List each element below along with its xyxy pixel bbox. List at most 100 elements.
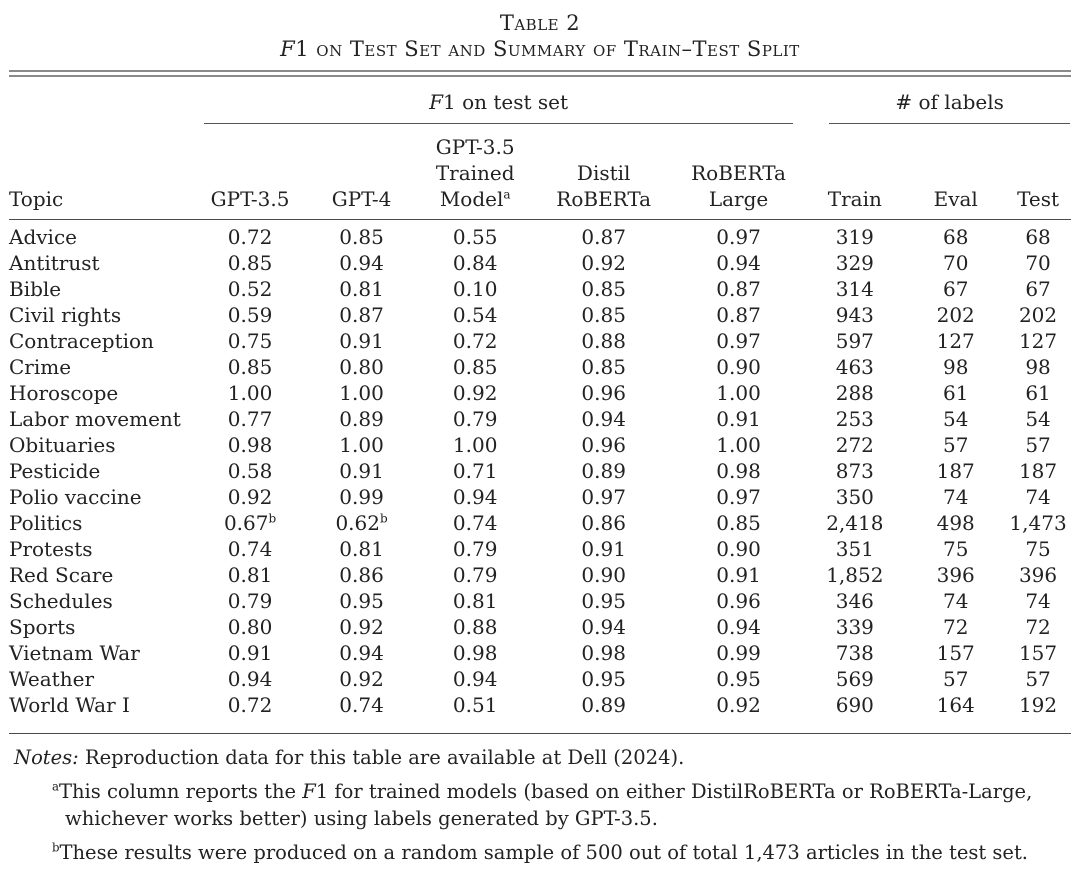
value-cell: 0.98	[452, 641, 498, 665]
topic-cell: Contraception	[9, 329, 154, 353]
value-cell: 0.90	[716, 537, 761, 561]
value-cell: 61	[1025, 381, 1051, 405]
value-cell: 0.89	[581, 459, 626, 483]
value-cell: 70	[942, 251, 969, 275]
value-cell: 0.94	[581, 615, 626, 639]
value-cell: 0.98	[716, 459, 761, 483]
table-row: Horoscope 1.00 1.00 0.92 0.96 1.00 288 61 61	[9, 380, 1071, 406]
value-cell: 0.54	[452, 303, 498, 327]
value-cell: 0.97	[716, 329, 761, 353]
footnote-b-sup: b	[52, 840, 60, 855]
value-cell: 396	[936, 563, 975, 587]
column-header-train: Train	[803, 124, 907, 220]
value-cell: 0.92	[227, 485, 273, 509]
value-cell: 0.88	[581, 329, 626, 353]
value-cell: 0.62b	[335, 511, 388, 535]
value-cell: 0.79	[452, 563, 498, 587]
labels-group-text: # of labels	[829, 90, 1070, 124]
notes-label: Notes:	[14, 746, 79, 769]
value-cell: 187	[1018, 459, 1058, 483]
value-cell: 202	[936, 303, 975, 327]
value-cell: 57	[1025, 667, 1051, 691]
table-row: Protests 0.74 0.81 0.79 0.91 0.90 351 75 75	[9, 536, 1071, 562]
value-cell: 202	[1018, 303, 1058, 327]
value-cell: 0.84	[452, 251, 498, 275]
column-header-eval: Eval	[906, 124, 1006, 220]
topic-cell: Labor movement	[9, 407, 181, 431]
value-cell: 0.87	[581, 225, 626, 249]
topic-cell: Red Scare	[9, 563, 114, 587]
column-header-gpt35: GPT-3.5	[193, 124, 307, 220]
value-cell: 74	[942, 589, 969, 613]
value-cell: 350	[835, 485, 874, 509]
value-cell: 0.85	[581, 355, 626, 379]
subtitle-text: 1 on Test Set and Summary of Train–Test …	[295, 37, 800, 61]
topic-cell: Bible	[9, 277, 62, 301]
value-cell: 0.81	[227, 563, 273, 587]
value-cell: 0.92	[716, 693, 761, 717]
value-cell: 0.85	[227, 355, 273, 379]
value-cell: 74	[1025, 485, 1051, 509]
value-cell: 1,852	[826, 563, 884, 587]
value-cell: 72	[1025, 615, 1051, 639]
table-row: Weather 0.94 0.92 0.94 0.95 0.95 569 57 57	[9, 666, 1071, 692]
value-cell: 463	[835, 355, 874, 379]
value-cell: 0.85	[227, 251, 273, 275]
value-cell: 0.90	[581, 563, 626, 587]
value-cell: 67	[1025, 277, 1051, 301]
spanner-spacer	[9, 90, 194, 124]
table-row: Polio vaccine 0.92 0.99 0.94 0.97 0.97 350 74 74	[9, 484, 1071, 510]
value-cell: 0.81	[452, 589, 498, 613]
value-cell: 0.91	[227, 641, 273, 665]
topic-cell: Obituaries	[9, 433, 116, 457]
value-cell: 1.00	[339, 433, 384, 457]
value-cell: 0.72	[227, 693, 273, 717]
value-cell: 0.67b	[223, 511, 277, 535]
column-header-trained-model: GPT-3.5 Trained Modela	[416, 124, 534, 220]
value-cell: 346	[835, 589, 874, 613]
notes-block: Notes: Reproduction data for this table …	[9, 744, 1071, 866]
table-row: Civil rights 0.59 0.87 0.54 0.85 0.87 943 202 20…	[9, 302, 1071, 328]
table-row: Sports 0.80 0.92 0.88 0.94 0.94 339 72 72	[9, 614, 1071, 640]
value-cell: 0.92	[339, 667, 384, 691]
value-cell: 396	[1018, 563, 1058, 587]
footnote-marker: b	[379, 511, 388, 526]
table-row: Crime 0.85 0.80 0.85 0.85 0.90 463 98 98	[9, 354, 1071, 380]
value-cell: 0.85	[581, 277, 626, 301]
value-cell: 0.89	[339, 407, 384, 431]
spanner-row: F1 on test set # of labels	[9, 90, 1071, 124]
value-cell: 75	[1025, 537, 1051, 561]
value-cell: 0.94	[452, 485, 498, 509]
value-cell: 0.92	[339, 615, 384, 639]
value-cell: 2,418	[826, 511, 884, 535]
topic-cell: Politics	[9, 511, 83, 535]
table-subtitle: F1 on Test Set and Summary of Train–Test…	[9, 36, 1071, 62]
value-cell: 0.94	[452, 667, 498, 691]
value-cell: 0.71	[452, 459, 498, 483]
value-cell: 738	[835, 641, 874, 665]
table-body: Advice 0.72 0.85 0.55 0.87 0.97 319 68 68 Antitru…	[9, 220, 1071, 719]
value-cell: 0.86	[339, 563, 384, 587]
value-cell: 0.96	[581, 381, 626, 405]
value-cell: 68	[1025, 225, 1051, 249]
value-cell: 157	[1018, 641, 1058, 665]
value-cell: 54	[942, 407, 969, 431]
column-header-test: Test	[1005, 124, 1071, 220]
value-cell: 0.98	[227, 433, 273, 457]
value-cell: 0.77	[227, 407, 273, 431]
value-cell: 0.52	[227, 277, 273, 301]
value-cell: 597	[835, 329, 874, 353]
column-header-distilroberta: Distil RoBERTa	[533, 124, 674, 220]
value-cell: 72	[942, 615, 969, 639]
table-row: Advice 0.72 0.85 0.55 0.87 0.97 319 68 68	[9, 220, 1071, 251]
table-row: Red Scare 0.81 0.86 0.79 0.90 0.91 1,852 396 396	[9, 562, 1071, 588]
value-cell: 1.00	[716, 433, 761, 457]
value-cell: 0.79	[452, 407, 498, 431]
value-cell: 0.74	[452, 511, 498, 535]
table-row: Politics 0.67b 0.62b 0.74 0.86 0.85 2,418 498 1,…	[9, 510, 1071, 536]
topic-cell: Polio vaccine	[9, 485, 142, 509]
value-cell: 319	[835, 225, 874, 249]
subtitle-f1-italic: F	[280, 37, 296, 61]
topic-cell: Vietnam War	[9, 641, 140, 665]
value-cell: 329	[835, 251, 874, 275]
